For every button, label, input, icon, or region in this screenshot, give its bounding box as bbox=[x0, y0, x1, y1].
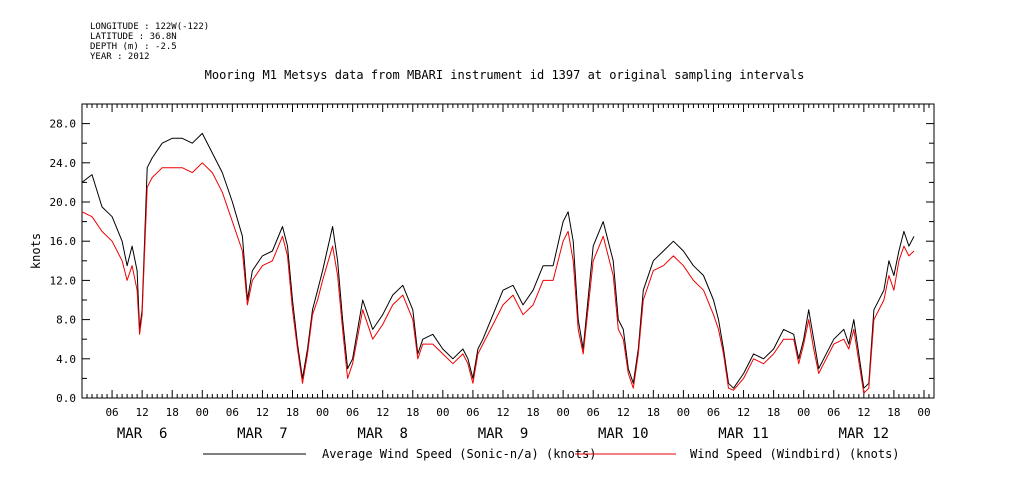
x-tick-label: 00 bbox=[557, 406, 570, 419]
x-tick-label: 18 bbox=[647, 406, 660, 419]
x-tick-label: 00 bbox=[436, 406, 449, 419]
y-tick-label: 8.0 bbox=[56, 314, 76, 327]
x-tick-label: 12 bbox=[136, 406, 149, 419]
legend-label-2: Wind Speed (Windbird) (knots) bbox=[690, 447, 900, 461]
x-tick-label: 00 bbox=[196, 406, 209, 419]
x-tick-label: 06 bbox=[105, 406, 118, 419]
legend: Average Wind Speed (Sonic-n/a) (knots) Wi… bbox=[203, 447, 900, 461]
y-tick-label: 4.0 bbox=[56, 353, 76, 366]
series-lines bbox=[81, 132, 915, 394]
year-line: YEAR : 2012 bbox=[90, 52, 150, 62]
y-axis-label: knots bbox=[29, 233, 43, 269]
legend-label-1: Average Wind Speed (Sonic-n/a) (knots) bbox=[322, 447, 597, 461]
y-tick-label: 24.0 bbox=[50, 157, 77, 170]
x-tick-label: 00 bbox=[797, 406, 810, 419]
x-day-label: MAR 10 bbox=[598, 426, 649, 442]
x-tick-label: 00 bbox=[917, 406, 930, 419]
x-tick-label: 06 bbox=[346, 406, 359, 419]
series-line-1 bbox=[81, 132, 915, 389]
x-tick-label: 06 bbox=[827, 406, 840, 419]
x-day-label: MAR 8 bbox=[357, 426, 408, 442]
y-tick-label: 20.0 bbox=[50, 196, 77, 209]
x-tick-label: 12 bbox=[496, 406, 509, 419]
x-tick-label: 12 bbox=[376, 406, 389, 419]
longitude-line: LONGITUDE : 122W(-122) bbox=[90, 22, 210, 32]
x-tick-label: 12 bbox=[857, 406, 870, 419]
x-tick-label: 06 bbox=[707, 406, 720, 419]
y-tick-label: 16.0 bbox=[50, 235, 77, 248]
series-line-2 bbox=[81, 162, 915, 394]
x-axis: 06 12 18 00 06 12 18 00 06 12 18 00 06 12 18 00 06 12 18 00… bbox=[81, 104, 935, 442]
y-axis: 0.0 4.0 8.0 12.0 16.0 20.0 24.0 28.0 bbox=[50, 103, 934, 405]
x-tick-label: 18 bbox=[887, 406, 900, 419]
x-tick-label: 12 bbox=[256, 406, 269, 419]
y-tick-label: 12.0 bbox=[50, 274, 77, 287]
y-tick-label: 28.0 bbox=[50, 118, 77, 131]
x-day-label: MAR 6 bbox=[117, 426, 168, 442]
x-tick-label: 06 bbox=[466, 406, 479, 419]
chart-title: Mooring M1 Metsys data from MBARI instru… bbox=[204, 68, 805, 82]
x-tick-label: 12 bbox=[737, 406, 750, 419]
x-tick-label: 18 bbox=[406, 406, 419, 419]
x-tick-label: 18 bbox=[767, 406, 780, 419]
x-tick-label: 18 bbox=[286, 406, 299, 419]
depth-line: DEPTH (m) : -2.5 bbox=[90, 42, 177, 52]
x-day-label: MAR 7 bbox=[237, 426, 288, 442]
x-tick-label: 00 bbox=[677, 406, 690, 419]
x-tick-label: 06 bbox=[226, 406, 239, 419]
x-day-label: MAR 9 bbox=[478, 426, 529, 442]
x-day-label: MAR 11 bbox=[718, 426, 769, 442]
latitude-line: LATITUDE : 36.8N bbox=[90, 32, 177, 42]
x-tick-label: 00 bbox=[316, 406, 329, 419]
x-tick-label: 18 bbox=[526, 406, 539, 419]
x-tick-label: 06 bbox=[587, 406, 600, 419]
metadata-header: LONGITUDE : 122W(-122) LATITUDE : 36.8N … bbox=[90, 22, 209, 62]
y-tick-label: 0.0 bbox=[56, 392, 76, 405]
x-day-label: MAR 12 bbox=[839, 426, 890, 442]
x-tick-label: 12 bbox=[617, 406, 630, 419]
x-tick-label: 18 bbox=[166, 406, 179, 419]
